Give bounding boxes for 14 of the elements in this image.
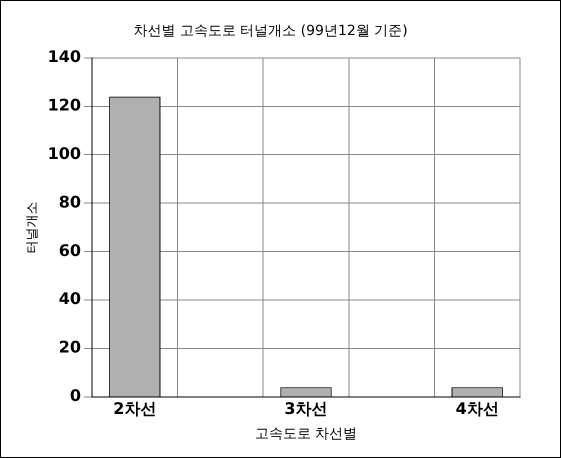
y-axis-title: 터널개소: [25, 201, 40, 254]
chart-title: 차선별 고속도로 터널개소 (99년12월 기준): [133, 23, 408, 40]
x-axis-title: 고속도로 차선별: [254, 426, 358, 442]
y-tick-label: 120: [48, 95, 81, 114]
y-tick-label: 140: [48, 46, 81, 66]
y-tick-label: 20: [58, 338, 81, 357]
x-tick-label: 2차선: [113, 398, 156, 418]
y-tick-label: 40: [58, 289, 81, 308]
x-tick-label: 4차선: [456, 398, 499, 418]
y-tick-label: 0: [70, 386, 81, 406]
x-tick-label: 3차선: [284, 398, 328, 418]
y-tick-label: 80: [58, 192, 81, 212]
y-tick-label: 60: [58, 240, 81, 260]
y-tick-label: 100: [48, 144, 81, 163]
